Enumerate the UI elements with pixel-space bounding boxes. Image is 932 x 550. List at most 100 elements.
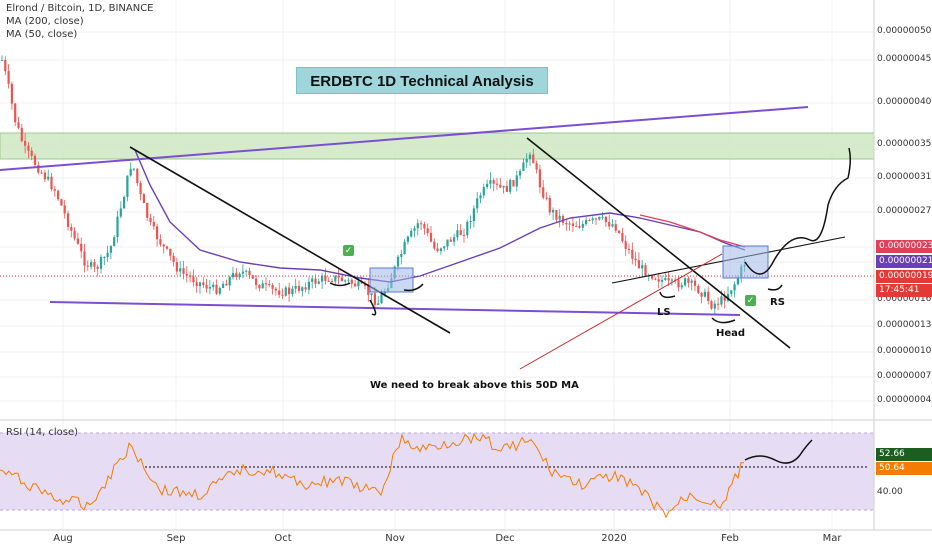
candle [245,269,248,276]
candle [334,275,337,285]
candle [225,279,228,286]
candle [585,217,588,226]
candle [73,227,76,241]
legend-ma200[interactable]: MA (200, close) [6,16,84,27]
candle [350,277,353,289]
candle [192,269,195,287]
candle [30,147,33,161]
time-tick-label: Sep [166,533,186,544]
candle [165,245,169,251]
candle [63,200,66,219]
rsi-value-tag: 50.64 [876,462,932,475]
legend-symbol[interactable]: Elrond / Bitcoin, 1D, BINANCE [6,3,154,14]
candle [495,177,499,190]
candle [568,221,571,231]
candle [644,263,647,277]
current-price-tag: 0.00000019 [876,270,932,283]
candle [367,278,370,302]
candle [627,243,631,255]
candle [248,267,251,280]
candle [429,226,433,243]
price-tick-label: 0.00000007 [877,371,932,381]
candle [301,286,304,297]
candle [723,291,726,309]
candle [591,216,594,224]
candle [47,169,50,182]
annotation-note: We need to break above this 50D MA [370,380,579,391]
candle [142,192,145,204]
highlight-box-2 [722,245,769,279]
candle [466,219,469,239]
candle [222,281,225,289]
countdown-tag: 17:45:41 [876,284,932,297]
label-rs: RS [770,297,785,308]
candle [416,219,419,236]
candle [443,245,446,252]
candle [33,153,37,167]
candle [651,274,654,281]
price-tick-label: 0.00000045 [877,54,932,64]
time-tick-label: 2020 [601,533,627,544]
candle [713,300,716,315]
candle [146,202,149,222]
candle [238,272,241,280]
candle [205,278,208,293]
candle [344,279,347,285]
legend-rsi[interactable]: RSI (14, close) [6,427,79,438]
candle [4,56,7,76]
candle [86,260,89,272]
candle [363,280,367,290]
candle [291,285,294,297]
candle [489,172,492,189]
projection-path [744,147,852,275]
candle [565,218,568,231]
candle [410,228,413,238]
candle [208,280,211,295]
candle [317,278,320,285]
time-tick-label: Nov [385,533,405,544]
candle [129,162,132,177]
candle [278,282,281,298]
candle [228,275,231,291]
downtrend-line-1 [129,146,451,334]
chart-title: ERDBTC 1D Technical Analysis [296,67,548,94]
price-tick-label: 0.00000010 [877,346,932,356]
candle [482,183,485,199]
candle [330,278,334,284]
arc-head [711,317,736,324]
candle [172,252,175,267]
candle [555,209,558,223]
candle [251,274,254,280]
candle [433,238,436,251]
candle [311,275,314,289]
legend-ma50[interactable]: MA (50, close) [6,29,78,40]
price-tick-label: 0.00000013 [877,320,932,330]
time-tick-label: Feb [721,533,739,544]
candle [684,277,687,287]
price-tick-label: 0.00000027 [877,206,932,216]
candle [588,218,591,222]
candle [611,219,614,228]
candle [634,251,637,267]
candle [281,288,284,300]
candle [106,245,109,262]
rsi-ma-tag: 52.66 [876,448,932,461]
candle [321,272,324,289]
ma50-line [134,149,746,283]
candle [499,178,502,189]
candle [83,243,86,273]
candle [680,282,683,290]
arc-rs [767,284,783,291]
candle [693,277,697,292]
rsi-projection [744,439,813,464]
candle [512,179,515,187]
candle [604,216,607,227]
candle [139,180,142,201]
candle [152,215,155,231]
candle [288,282,291,302]
rsi-tick: 40.00 [877,487,903,497]
candle [159,234,162,247]
candle [717,297,720,311]
candle [660,275,664,288]
